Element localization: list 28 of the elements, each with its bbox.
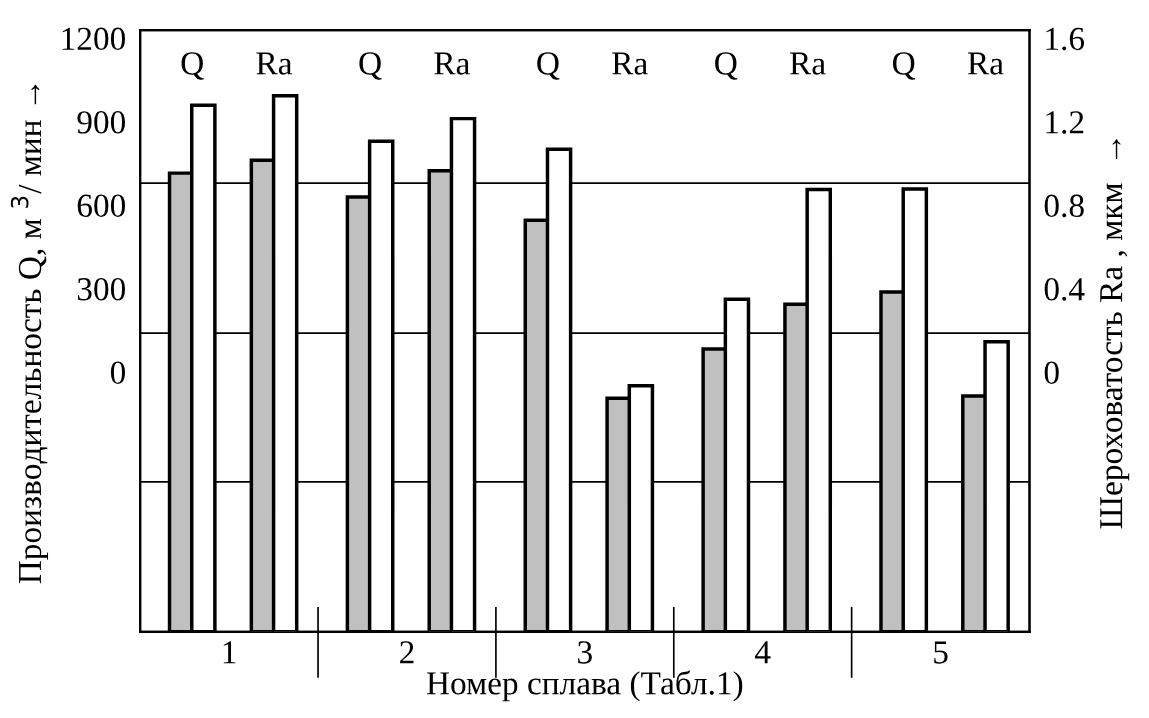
- y2-tick-label: 0.4: [1044, 278, 1085, 301]
- y2-tick-label: 1.6: [1046, 27, 1085, 51]
- annotation: Q: [537, 52, 560, 80]
- y2-tick-label: 0: [1044, 361, 1059, 384]
- x-tick-label: 5: [934, 641, 948, 664]
- y-tick-label: 600: [77, 194, 126, 218]
- y-tick-label: 900: [77, 111, 126, 134]
- x-tick-label: 2: [400, 641, 414, 664]
- y-tick-label: 1200: [62, 27, 126, 51]
- annotation: Ra: [612, 52, 648, 75]
- annotation: Ra: [790, 52, 826, 75]
- y-tick-label: 300: [77, 277, 126, 301]
- annotation: Ra: [256, 52, 293, 75]
- x-axis-title: Номер сплава (Табл.1): [426, 670, 743, 702]
- annotation: Ra: [434, 52, 470, 75]
- y2-axis-title: Шероховатость Ra , мкм →: [1100, 139, 1130, 529]
- x-tick-label: 4: [755, 641, 771, 664]
- y2-tick-label: 1.2: [1046, 111, 1084, 134]
- annotation: Q: [893, 52, 916, 80]
- annotation: Q: [181, 52, 204, 80]
- x-tick-label: 1: [223, 641, 236, 664]
- annotation: Q: [715, 52, 738, 80]
- y-axis-title: Производительность Q, м $^{3}$/ мин →: [10, 84, 49, 584]
- y2-tick-label: 0.8: [1044, 194, 1084, 218]
- y-tick-label: 0: [110, 361, 126, 384]
- annotation: Q: [359, 52, 382, 80]
- annotation: Ra: [967, 52, 1004, 75]
- x-tick-label: 3: [578, 641, 592, 664]
